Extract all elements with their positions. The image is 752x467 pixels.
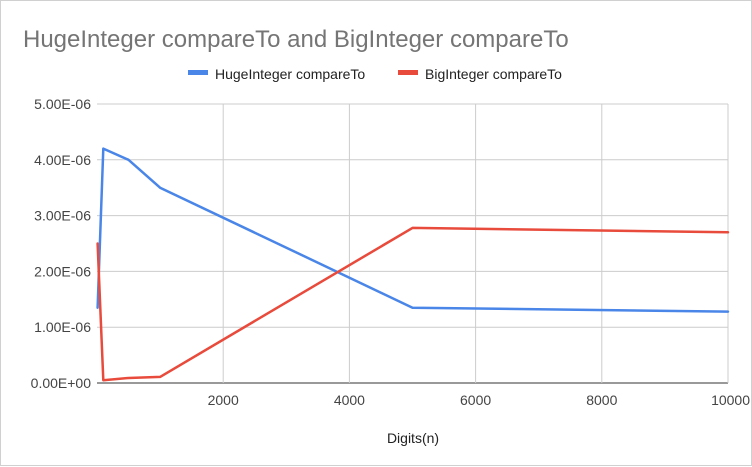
legend-swatch-hugeinteger xyxy=(188,70,208,75)
x-tick-label: 10000 xyxy=(711,392,750,408)
legend-label-biginteger: BigInteger compareTo xyxy=(425,66,562,82)
x-tick-label: 2000 xyxy=(208,392,239,408)
x-tick-label: 6000 xyxy=(460,392,491,408)
y-axis-ticks: 0.00E+00 1.00E-06 2.00E-06 3.00E-06 4.00E-06… xyxy=(31,96,92,391)
x-tick-label: 4000 xyxy=(334,392,365,408)
legend: HugeInteger compareTo BigInteger compare… xyxy=(188,66,562,82)
y-tick-label: 2.00E-06 xyxy=(34,263,91,279)
legend-item-biginteger[interactable]: BigInteger compareTo xyxy=(398,66,562,82)
series-lines xyxy=(96,147,730,382)
y-tick-label: 1.00E-06 xyxy=(34,319,91,335)
series-line-hugeinteger[interactable] xyxy=(96,147,730,313)
x-tick-label: 8000 xyxy=(586,392,617,408)
y-tick-label: 0.00E+00 xyxy=(31,375,92,391)
series-line-biginteger[interactable] xyxy=(96,226,730,382)
y-tick-label: 5.00E-06 xyxy=(34,96,91,112)
y-tick-label: 4.00E-06 xyxy=(34,152,91,168)
chart-title: HugeInteger compareTo and BigInteger com… xyxy=(23,26,569,53)
x-axis-title: Digits(n) xyxy=(387,430,439,446)
legend-item-hugeinteger[interactable]: HugeInteger compareTo xyxy=(188,66,365,82)
y-tick-label: 3.00E-06 xyxy=(34,208,91,224)
legend-swatch-biginteger xyxy=(398,70,418,75)
x-axis-ticks: 2000 4000 6000 8000 10000 xyxy=(208,392,751,408)
gridlines xyxy=(97,103,729,384)
legend-label-hugeinteger: HugeInteger compareTo xyxy=(215,66,365,82)
